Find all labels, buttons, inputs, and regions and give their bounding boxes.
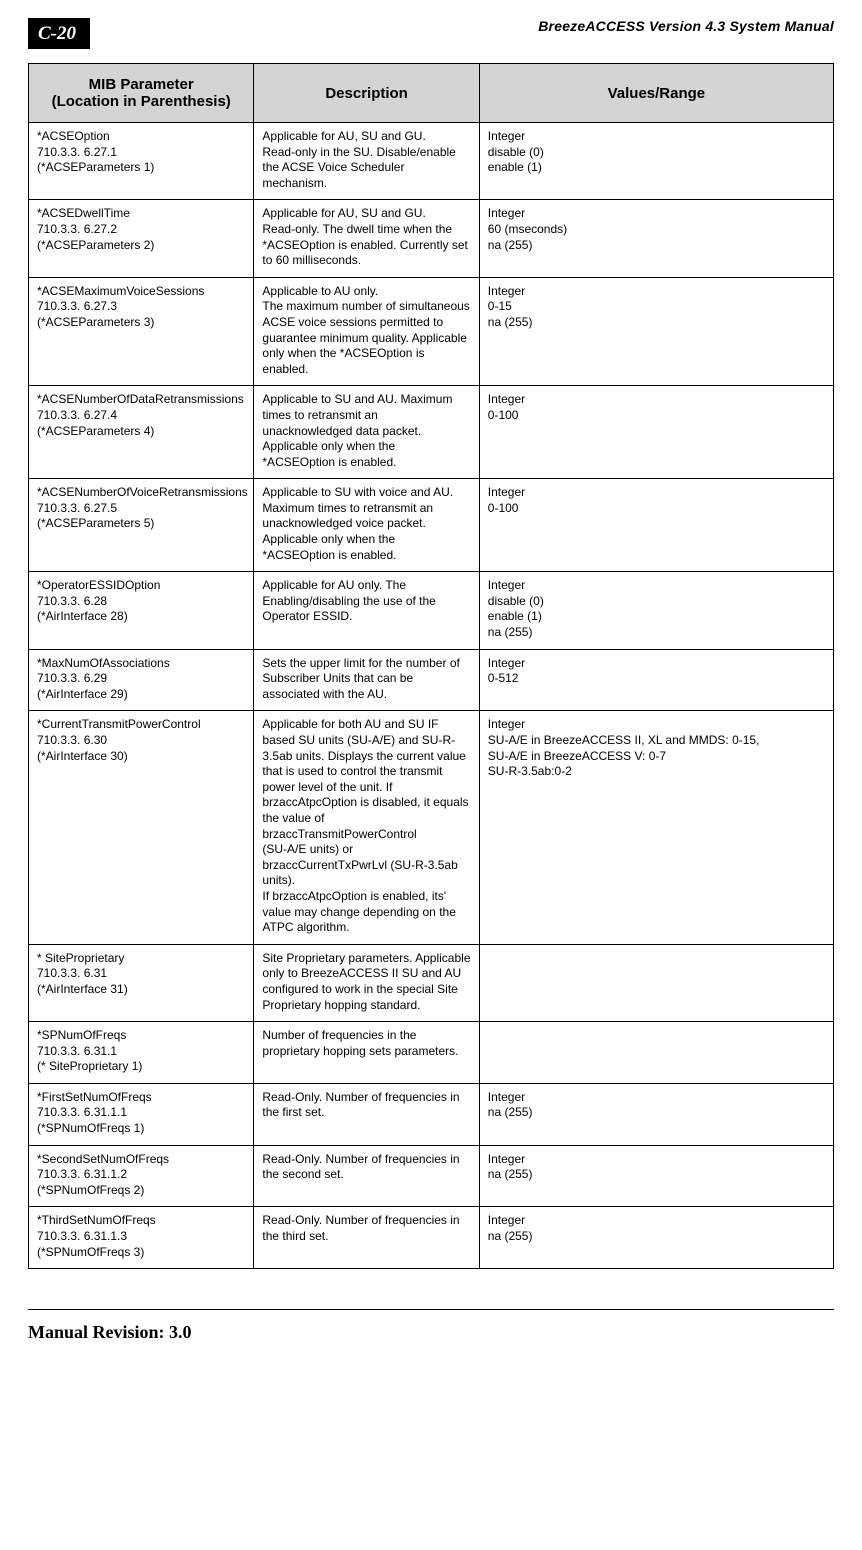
cell-values: Integer0-100 [479, 479, 833, 572]
col-header-description: Description [254, 64, 479, 123]
table-row: *SecondSetNumOfFreqs710.3.3. 6.31.1.2(*S… [29, 1145, 834, 1207]
table-row: *CurrentTransmitPowerControl710.3.3. 6.3… [29, 711, 834, 944]
cell-values: IntegerSU-A/E in BreezeACCESS II, XL and… [479, 711, 833, 944]
col-header-parameter: MIB Parameter (Location in Parenthesis) [29, 64, 254, 123]
cell-description: Applicable for AU, SU and GU.Read-only. … [254, 200, 479, 277]
cell-parameter: *ACSEOption710.3.3. 6.27.1(*ACSEParamete… [29, 123, 254, 200]
cell-values: Integerna (255) [479, 1145, 833, 1207]
cell-description: Applicable to SU and AU. Maximum times t… [254, 386, 479, 479]
cell-parameter: *ACSENumberOfVoiceRetransmissions710.3.3… [29, 479, 254, 572]
cell-description: Read-Only. Number of frequencies in the … [254, 1145, 479, 1207]
table-row: *ThirdSetNumOfFreqs710.3.3. 6.31.1.3(*SP… [29, 1207, 834, 1269]
col-header-parameter-l2: (Location in Parenthesis) [52, 93, 231, 110]
page-number-badge: C-20 [28, 18, 90, 49]
manual-title: BreezeACCESS Version 4.3 System Manual [538, 18, 834, 34]
cell-parameter: * SiteProprietary710.3.3. 6.31(*AirInter… [29, 944, 254, 1021]
footer-revision: Manual Revision: 3.0 [28, 1322, 834, 1343]
cell-description: Site Proprietary parameters. Applicable … [254, 944, 479, 1021]
table-row: *FirstSetNumOfFreqs710.3.3. 6.31.1.1(*SP… [29, 1083, 834, 1145]
table-row: *OperatorESSIDOption710.3.3. 6.28(*AirIn… [29, 572, 834, 649]
cell-description: Read-Only. Number of frequencies in the … [254, 1083, 479, 1145]
cell-parameter: *ACSEDwellTime710.3.3. 6.27.2(*ACSEParam… [29, 200, 254, 277]
cell-values: Integerna (255) [479, 1207, 833, 1269]
cell-parameter: *ACSENumberOfDataRetransmissions710.3.3.… [29, 386, 254, 479]
cell-parameter: *ThirdSetNumOfFreqs710.3.3. 6.31.1.3(*SP… [29, 1207, 254, 1269]
table-body: *ACSEOption710.3.3. 6.27.1(*ACSEParamete… [29, 123, 834, 1269]
col-header-parameter-l1: MIB Parameter [89, 76, 194, 93]
cell-description: Applicable for both AU and SU IF based S… [254, 711, 479, 944]
cell-parameter: *FirstSetNumOfFreqs710.3.3. 6.31.1.1(*SP… [29, 1083, 254, 1145]
cell-values: Integerdisable (0)enable (1)na (255) [479, 572, 833, 649]
table-row: *SPNumOfFreqs710.3.3. 6.31.1(* SitePropr… [29, 1022, 834, 1084]
cell-description: Number of frequencies in the proprietary… [254, 1022, 479, 1084]
mib-table: MIB Parameter (Location in Parenthesis) … [28, 63, 834, 1269]
table-row: * SiteProprietary710.3.3. 6.31(*AirInter… [29, 944, 834, 1021]
cell-values: Integer0-15na (255) [479, 277, 833, 386]
table-row: *ACSENumberOfDataRetransmissions710.3.3.… [29, 386, 834, 479]
table-row: *ACSEMaximumVoiceSessions710.3.3. 6.27.3… [29, 277, 834, 386]
cell-description: Sets the upper limit for the number of S… [254, 649, 479, 711]
cell-description: Applicable for AU only. The Enabling/dis… [254, 572, 479, 649]
cell-parameter: *SecondSetNumOfFreqs710.3.3. 6.31.1.2(*S… [29, 1145, 254, 1207]
page-header: C-20 BreezeACCESS Version 4.3 System Man… [28, 18, 834, 49]
footer-rule [28, 1309, 834, 1310]
table-row: *ACSEOption710.3.3. 6.27.1(*ACSEParamete… [29, 123, 834, 200]
cell-values: Integer60 (mseconds)na (255) [479, 200, 833, 277]
cell-values: Integerna (255) [479, 1083, 833, 1145]
table-header-row: MIB Parameter (Location in Parenthesis) … [29, 64, 834, 123]
table-row: *MaxNumOfAssociations710.3.3. 6.29(*AirI… [29, 649, 834, 711]
cell-description: Read-Only. Number of frequencies in the … [254, 1207, 479, 1269]
cell-description: Applicable for AU, SU and GU.Read-only i… [254, 123, 479, 200]
cell-parameter: *SPNumOfFreqs710.3.3. 6.31.1(* SitePropr… [29, 1022, 254, 1084]
cell-values [479, 944, 833, 1021]
cell-values [479, 1022, 833, 1084]
cell-description: Applicable to AU only.The maximum number… [254, 277, 479, 386]
table-row: *ACSEDwellTime710.3.3. 6.27.2(*ACSEParam… [29, 200, 834, 277]
cell-description: Applicable to SU with voice and AU. Maxi… [254, 479, 479, 572]
col-header-values: Values/Range [479, 64, 833, 123]
cell-values: Integerdisable (0)enable (1) [479, 123, 833, 200]
cell-values: Integer0-512 [479, 649, 833, 711]
cell-parameter: *CurrentTransmitPowerControl710.3.3. 6.3… [29, 711, 254, 944]
cell-parameter: *MaxNumOfAssociations710.3.3. 6.29(*AirI… [29, 649, 254, 711]
table-row: *ACSENumberOfVoiceRetransmissions710.3.3… [29, 479, 834, 572]
cell-parameter: *ACSEMaximumVoiceSessions710.3.3. 6.27.3… [29, 277, 254, 386]
cell-values: Integer0-100 [479, 386, 833, 479]
cell-parameter: *OperatorESSIDOption710.3.3. 6.28(*AirIn… [29, 572, 254, 649]
